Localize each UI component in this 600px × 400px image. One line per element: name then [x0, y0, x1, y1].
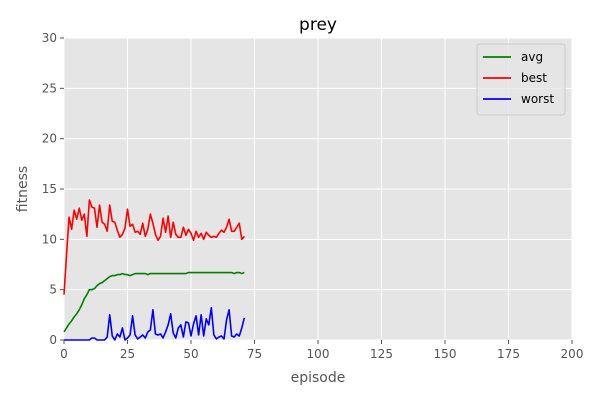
series-line-best	[63, 199, 245, 295]
y-tick-label: 0	[49, 333, 57, 347]
y-axis-label: fitness	[15, 166, 31, 212]
legend: avg best worst	[476, 43, 566, 116]
chart-title: prey	[299, 15, 337, 35]
y-tick-label: 10	[42, 232, 57, 246]
x-tick-label: 75	[247, 347, 262, 361]
x-axis-label: episode	[291, 370, 346, 386]
y-tick-label: 5	[49, 283, 57, 297]
series-layer	[63, 199, 246, 341]
x-tick-label: 50	[183, 347, 198, 361]
y-tick-label: 25	[42, 81, 57, 95]
y-tick-label: 30	[42, 31, 57, 45]
series-line-worst	[64, 306, 246, 341]
x-tick-label: 150	[434, 347, 457, 361]
x-tick-label: 125	[370, 347, 393, 361]
tick-labels: 0 25 50 75 100 125 150 175 200 0 5 10 15 20 25 30	[42, 31, 584, 361]
legend-label-best: best	[521, 71, 547, 85]
legend-box	[476, 43, 566, 116]
legend-label-worst: worst	[521, 92, 554, 106]
series-line-avg	[63, 271, 245, 333]
x-tick-label: 25	[120, 347, 135, 361]
y-tick-label: 15	[42, 182, 57, 196]
legend-label-avg: avg	[521, 50, 543, 64]
y-tick-label: 20	[42, 132, 57, 146]
x-tick-label: 100	[307, 347, 330, 361]
x-tick-label: 175	[497, 347, 520, 361]
x-tick-label: 0	[60, 347, 68, 361]
x-tick-label: 200	[561, 347, 584, 361]
